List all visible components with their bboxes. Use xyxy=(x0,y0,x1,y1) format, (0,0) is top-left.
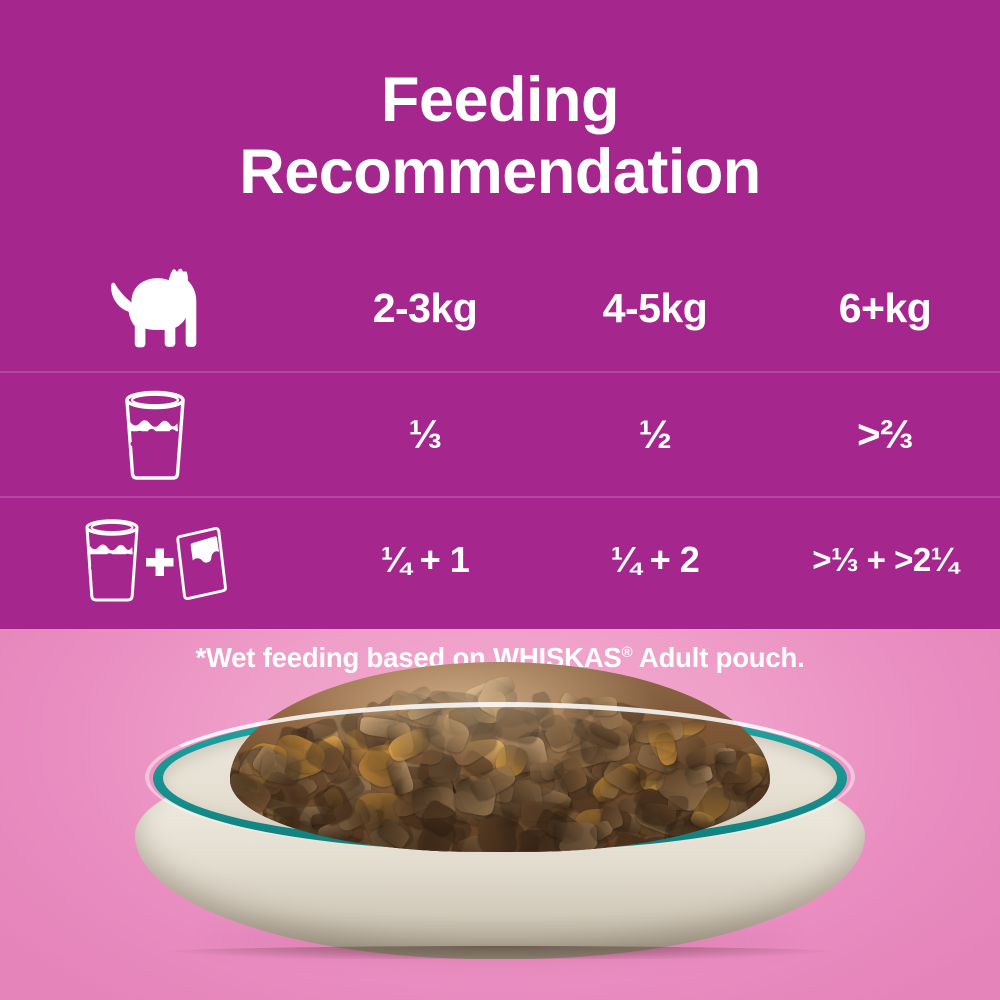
cup-icon-cell xyxy=(0,373,310,496)
table-row-cat-weight: 2-3kg 4-5kg 6+kg xyxy=(0,246,1000,371)
cup-plus-pouch-icon xyxy=(85,518,227,601)
cup-plus-pouch-icon-cell xyxy=(0,498,310,621)
pouch-part xyxy=(176,526,227,600)
dry-amount-column-2: ½ xyxy=(638,412,672,457)
cup-part xyxy=(85,518,139,601)
product-bowl-image xyxy=(135,662,865,984)
cat-icon xyxy=(111,268,197,347)
table-row-dry-feeding: ⅓ ½ >⅔ xyxy=(0,371,1000,496)
footnote-suffix: Adult pouch. xyxy=(632,642,805,673)
weight-column-2: 4-5kg xyxy=(602,285,708,331)
table-row-mixed-feeding: ¼ + 1 ¼ + 2 >⅓ + >2¼ xyxy=(0,496,1000,621)
purple-background: Feeding Recommendation 2-3kg 4-5kg 6+kg xyxy=(0,64,1000,621)
weight-column-1: 2-3kg xyxy=(372,285,478,331)
title-line-1: Feeding xyxy=(380,65,620,135)
weight-column-3: 6+kg xyxy=(838,285,932,331)
dry-amount-column-3: >⅔ xyxy=(857,412,913,457)
page-title: Feeding Recommendation xyxy=(0,64,1000,209)
mixed-amount-column-2: ¼ + 2 xyxy=(610,538,700,580)
mixed-amount-column-1: ¼ + 1 xyxy=(380,538,470,580)
registered-trademark-icon: ® xyxy=(621,643,633,661)
dry-amount-column-1: ⅓ xyxy=(408,412,442,457)
plus-sign-icon xyxy=(146,548,174,576)
feeding-table: 2-3kg 4-5kg 6+kg xyxy=(0,246,1000,621)
bowl-lip-highlight xyxy=(145,702,855,852)
pink-background: *Wet feeding based on WHISKAS® Adult pou… xyxy=(0,629,1000,1000)
mixed-amount-column-3: >⅓ + >2¼ xyxy=(812,541,958,578)
title-line-2: Recommendation xyxy=(239,137,761,208)
cup-of-kibble-icon xyxy=(125,390,185,480)
cat-icon-cell xyxy=(0,246,310,371)
